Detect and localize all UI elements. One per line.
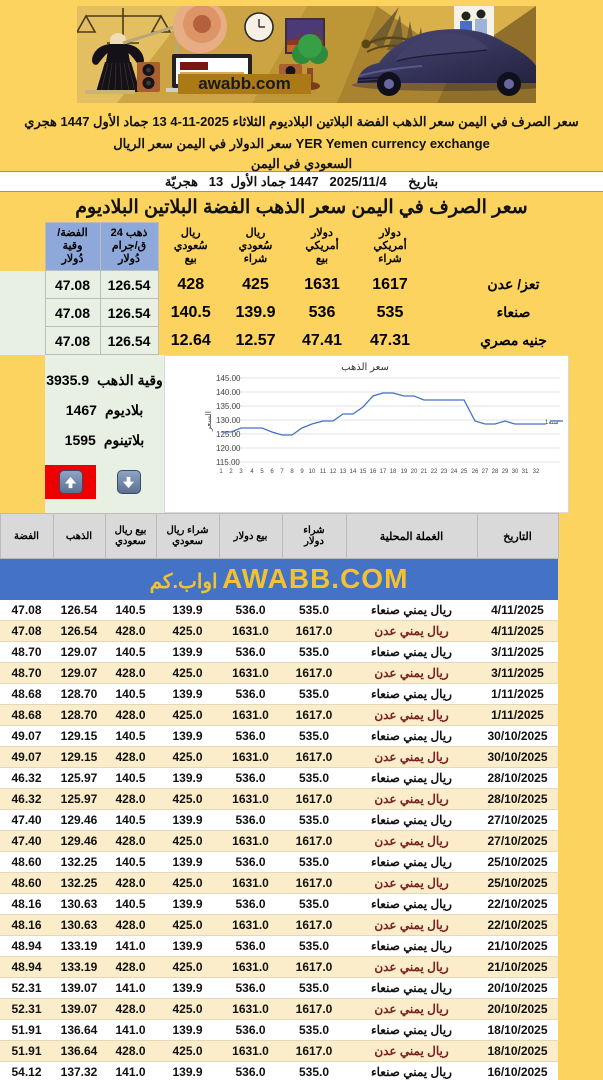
svg-text:23: 23 <box>441 469 448 475</box>
svg-text:26: 26 <box>472 469 479 475</box>
svg-text:140.00: 140.00 <box>216 388 241 397</box>
svg-text:16: 16 <box>370 469 377 475</box>
svg-text:سنة1: سنة1 <box>545 420 558 426</box>
svg-text:24: 24 <box>451 469 458 475</box>
svg-text:7: 7 <box>280 469 284 475</box>
svg-text:130.00: 130.00 <box>216 416 241 425</box>
svg-text:120.00: 120.00 <box>216 444 241 453</box>
svg-text:21: 21 <box>421 469 428 475</box>
svg-text:3: 3 <box>239 469 243 475</box>
svg-text:8: 8 <box>290 469 294 475</box>
svg-text:4: 4 <box>250 469 254 475</box>
svg-text:11: 11 <box>320 469 327 475</box>
svg-text:1: 1 <box>219 469 223 475</box>
svg-text:12: 12 <box>330 469 337 475</box>
svg-text:سعر الذهب: سعر الذهب <box>341 362 389 373</box>
svg-text:6: 6 <box>270 469 274 475</box>
svg-text:20: 20 <box>411 469 418 475</box>
svg-text:14: 14 <box>350 469 357 475</box>
svg-text:30: 30 <box>512 469 519 475</box>
svg-text:17: 17 <box>380 469 387 475</box>
svg-text:13: 13 <box>340 469 347 475</box>
svg-text:145.00: 145.00 <box>216 374 241 383</box>
svg-text:29: 29 <box>502 469 509 475</box>
svg-text:27: 27 <box>482 469 489 475</box>
svg-text:25: 25 <box>461 469 468 475</box>
svg-text:22: 22 <box>431 469 438 475</box>
svg-text:السعر: السعر <box>204 411 213 432</box>
svg-text:2: 2 <box>229 469 233 475</box>
svg-text:9: 9 <box>300 469 304 475</box>
svg-text:15: 15 <box>360 469 367 475</box>
svg-text:5: 5 <box>260 469 264 475</box>
svg-text:19: 19 <box>401 469 408 475</box>
svg-text:28: 28 <box>492 469 499 475</box>
svg-text:18: 18 <box>390 469 397 475</box>
svg-text:115.00: 115.00 <box>216 458 240 467</box>
svg-text:10: 10 <box>309 469 316 475</box>
svg-text:32: 32 <box>533 469 540 475</box>
svg-text:135.00: 135.00 <box>216 402 241 411</box>
svg-text:31: 31 <box>522 469 529 475</box>
